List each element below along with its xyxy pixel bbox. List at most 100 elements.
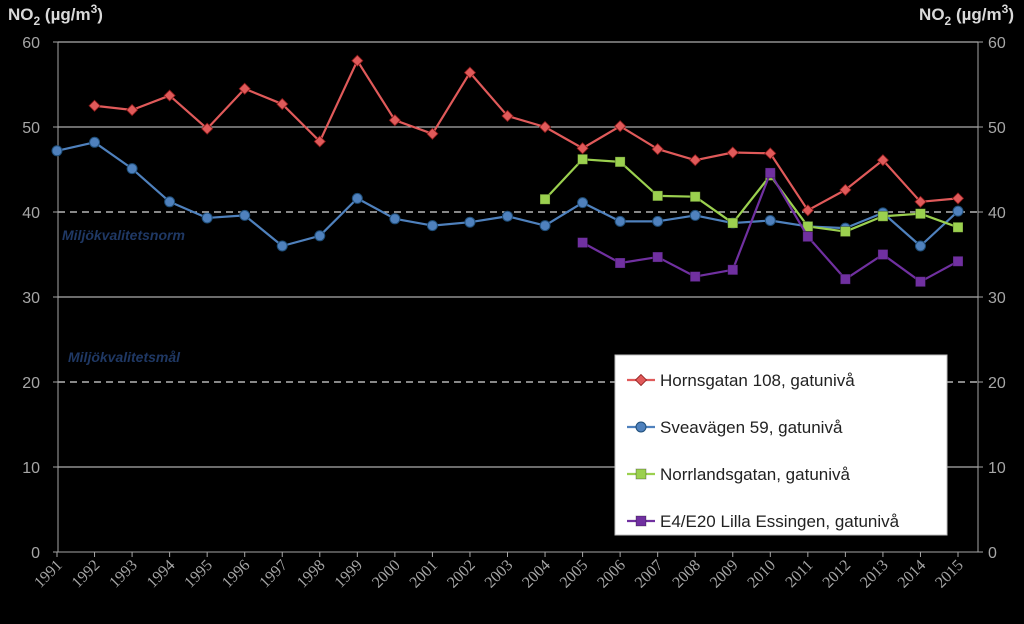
y-tick-label-right-40: 40 [988, 205, 1006, 222]
point-1-1992 [89, 136, 101, 148]
point-3-2014 [915, 276, 926, 288]
series-line-0 [94, 59, 959, 212]
point-1-2015 [952, 205, 964, 217]
y-tick-label-right-60: 60 [988, 35, 1006, 52]
legend-box [614, 354, 948, 536]
point-1-2005 [577, 197, 589, 209]
point-0-1998 [313, 135, 326, 148]
point-1-2004 [539, 220, 551, 232]
point-1-1998 [314, 230, 326, 242]
point-0-1992 [88, 99, 101, 112]
point-1-1996 [239, 209, 251, 221]
y-tick-label-left-60: 60 [22, 35, 40, 52]
series-3 [577, 167, 964, 288]
point-1-2001 [426, 220, 438, 232]
series-line-2 [544, 158, 959, 233]
point-0-1994 [163, 89, 176, 102]
point-0-2010 [764, 147, 777, 160]
point-1-1994 [164, 196, 176, 208]
legend: Hornsgatan 108, gatunivå Sveavägen 59, ga… [614, 354, 948, 536]
point-0-2001 [426, 127, 439, 140]
legend-marker-1 [635, 421, 647, 433]
point-2-2005 [577, 153, 588, 165]
point-3-2006 [614, 257, 626, 269]
point-2-2009 [727, 217, 739, 229]
y-tick-label-left-20: 20 [22, 375, 40, 392]
point-2-2008 [689, 191, 701, 203]
point-1-2014 [914, 240, 926, 252]
series-2 [539, 153, 964, 237]
point-0-2005 [576, 142, 589, 155]
point-2-2012 [839, 226, 851, 237]
point-3-2012 [839, 273, 851, 285]
point-2-2014 [915, 208, 926, 220]
point-0-1996 [238, 82, 251, 95]
point-1-2002 [464, 216, 476, 228]
point-0-2008 [689, 154, 702, 167]
legend-label-2: Norrlandsgatan, gatunivå [660, 465, 851, 484]
point-1-2006 [614, 215, 626, 227]
point-3-2007 [652, 251, 664, 263]
series-0 [88, 54, 965, 217]
point-2-2004 [539, 193, 551, 205]
point-0-2007 [651, 143, 664, 156]
reference-label-1: Miljökvalitetsmål [68, 349, 181, 365]
point-0-2000 [388, 114, 401, 127]
point-3-2010 [764, 167, 776, 179]
y-tick-label-right-30: 30 [988, 290, 1006, 307]
point-1-2003 [502, 210, 513, 222]
y-tick-label-left-30: 30 [22, 290, 40, 307]
point-1-1991 [51, 145, 63, 157]
series-lines [51, 54, 965, 288]
y-tick-label-right-50: 50 [988, 120, 1006, 137]
point-0-2009 [726, 146, 739, 159]
point-0-1993 [126, 103, 139, 117]
point-3-2008 [689, 271, 701, 283]
point-3-2011 [802, 231, 814, 243]
point-2-2007 [652, 190, 664, 202]
point-0-1995 [201, 122, 214, 135]
y-tick-label-left-50: 50 [22, 120, 40, 137]
point-2-2015 [952, 221, 964, 233]
point-0-2006 [614, 120, 627, 133]
point-0-2013 [876, 154, 889, 167]
legend-marker-0 [634, 373, 648, 387]
point-0-2014 [914, 195, 927, 208]
point-3-2009 [727, 264, 739, 276]
y-tick-label-left-40: 40 [22, 205, 40, 222]
point-1-2000 [389, 213, 401, 225]
reference-lines: Miljökvalitetsnorm Miljökvalitetsmål [58, 211, 978, 383]
point-0-1997 [276, 97, 289, 111]
legend-marker-3 [635, 515, 647, 527]
point-1-2010 [764, 215, 776, 226]
y-axis-title-right: NO2 (µg/m3) [919, 2, 1014, 28]
point-0-2002 [463, 66, 477, 79]
point-2-2006 [614, 156, 626, 168]
point-0-1999 [351, 54, 364, 67]
point-2-2013 [877, 210, 889, 222]
point-1-2007 [652, 215, 664, 227]
y-tick-label-left-0: 0 [31, 545, 40, 562]
point-1-1997 [276, 240, 288, 252]
y-axis-title-left: NO2 (µg/m3) [8, 2, 103, 28]
point-1-1995 [201, 212, 213, 224]
legend-label-1: Sveavägen 59, gatunivå [660, 418, 843, 437]
point-1-1999 [351, 192, 363, 204]
legend-marker-2 [635, 468, 647, 480]
y-tick-label-right-0: 0 [988, 545, 997, 562]
point-0-2003 [501, 109, 514, 123]
point-1-1993 [126, 163, 138, 175]
point-0-2011 [801, 204, 814, 217]
y-tick-label-right-20: 20 [988, 375, 1006, 392]
point-0-2004 [538, 120, 552, 134]
point-1-2008 [689, 209, 701, 221]
point-3-2005 [577, 237, 588, 249]
y-tick-label-left-10: 10 [22, 460, 40, 477]
legend-label-0: Hornsgatan 108, gatunivå [660, 371, 855, 390]
legend-label-3: E4/E20 Lilla Essingen, gatunivå [660, 512, 900, 531]
point-3-2013 [877, 249, 889, 260]
point-0-2012 [839, 183, 852, 196]
point-3-2015 [952, 255, 964, 267]
y-tick-label-right-10: 10 [988, 460, 1006, 477]
